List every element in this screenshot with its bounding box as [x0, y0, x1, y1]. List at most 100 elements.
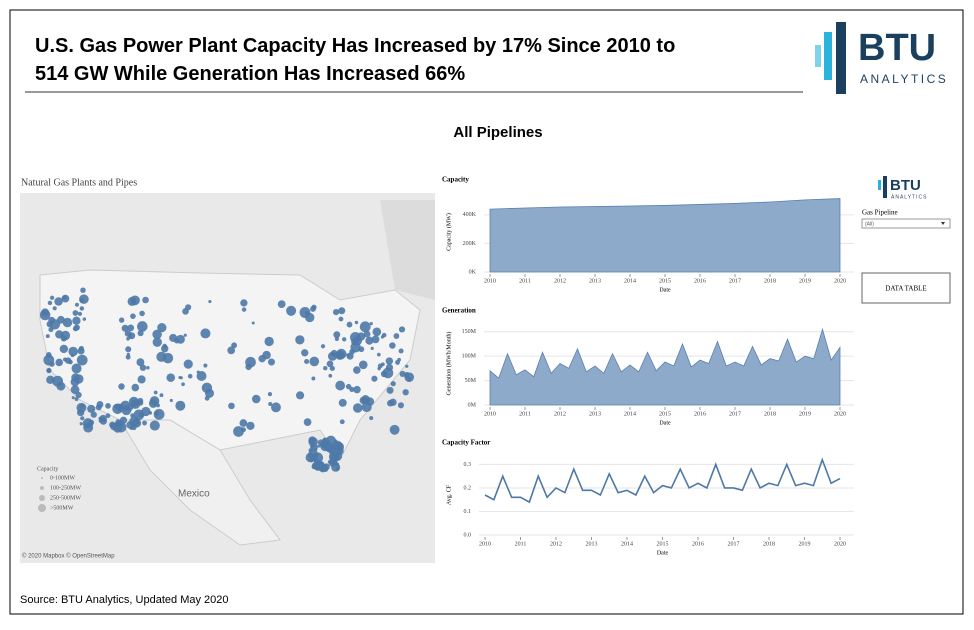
- plant-dot: [338, 398, 347, 407]
- area: [489, 327, 841, 406]
- y-axis-label: Generation (MWh/Month): [445, 332, 452, 396]
- x-tick-label: 2015: [657, 541, 669, 547]
- plant-dot: [320, 440, 331, 452]
- plant-dot: [52, 306, 57, 311]
- x-tick-label: 2010: [479, 541, 491, 547]
- plant-dot: [268, 401, 273, 407]
- plant-dot: [142, 296, 149, 304]
- plant-dot: [105, 413, 111, 419]
- plant-dot: [128, 332, 136, 340]
- logo-text: BTU: [858, 27, 936, 69]
- plant-dot: [125, 346, 132, 353]
- x-tick-label: 2015: [659, 278, 671, 284]
- plant-dot: [349, 348, 355, 355]
- plant-dot: [309, 356, 320, 367]
- plant-dot: [98, 418, 103, 423]
- plant-dot: [332, 308, 340, 316]
- x-tick-label: 2020: [834, 541, 846, 547]
- plant-dot: [351, 338, 359, 346]
- headline-text: 514 GW While Generation Has Increased 66…: [35, 63, 465, 85]
- plant-dot: [352, 403, 363, 413]
- plant-dot: [376, 352, 381, 357]
- plant-dot: [137, 400, 144, 406]
- plant-dot: [47, 300, 53, 306]
- plant-dot: [358, 360, 368, 370]
- plant-dot: [71, 396, 75, 400]
- plant-dot: [303, 418, 312, 426]
- plant-dot: [118, 383, 125, 390]
- plant-dot: [371, 375, 378, 382]
- plant-dot: [77, 311, 83, 316]
- plant-dot: [208, 299, 212, 304]
- plant-dot: [305, 312, 315, 323]
- plant-dot: [267, 391, 273, 397]
- x-tick-label: 2018: [763, 541, 775, 547]
- plant-dot: [311, 376, 316, 381]
- plant-dot: [62, 295, 67, 300]
- plant-dot: [342, 337, 347, 342]
- x-tick-label: 2016: [694, 278, 706, 284]
- plant-dot: [105, 403, 111, 409]
- plant-dot: [385, 357, 394, 365]
- plant-dot: [328, 373, 333, 378]
- sidebar-logo: BTU ANALYTICS: [878, 176, 927, 200]
- plant-dot: [399, 370, 406, 378]
- area: [489, 198, 841, 273]
- plant-dot: [126, 352, 130, 357]
- data-table-button[interactable]: [861, 272, 951, 304]
- plant-dot: [71, 363, 82, 374]
- plant-dot: [153, 408, 165, 420]
- plant-dot: [262, 350, 271, 360]
- y-tick-label: 0.1: [464, 509, 472, 515]
- plant-dot: [57, 315, 65, 324]
- x-tick-label: 2013: [589, 278, 601, 284]
- plant-dot: [393, 333, 400, 339]
- plant-dot: [331, 461, 336, 466]
- plant-dot: [39, 309, 51, 321]
- plant-dot: [204, 395, 210, 401]
- plant-dot: [246, 421, 255, 431]
- plant-dot: [54, 297, 63, 306]
- map: [20, 193, 435, 563]
- plant-dot: [79, 306, 85, 311]
- x-tick-label: 2012: [550, 541, 562, 547]
- plant-dot: [87, 404, 96, 413]
- y-axis-label: Capacity (MW): [445, 213, 452, 251]
- plant-dot: [196, 371, 207, 381]
- filter-dropdown[interactable]: [861, 218, 951, 229]
- plant-dot: [88, 419, 95, 426]
- plant-dot: [323, 466, 329, 472]
- plant-dot: [233, 426, 244, 437]
- plant-dot: [157, 323, 167, 333]
- plant-dot: [308, 448, 313, 453]
- plant-dot: [267, 358, 276, 366]
- plant-dot: [114, 420, 123, 429]
- x-tick-label: 2010: [484, 411, 496, 417]
- plant-dot: [49, 295, 55, 300]
- plant-dot: [346, 353, 350, 357]
- x-tick-label: 2011: [515, 541, 527, 547]
- attribution: © 2020 Mapbox © OpenStreetMap: [22, 553, 115, 560]
- plant-dot: [390, 381, 396, 387]
- y-tick-label: 0.2: [464, 485, 472, 491]
- plant-dot: [127, 296, 137, 306]
- plant-dot: [397, 357, 401, 362]
- x-tick-label: 2014: [624, 411, 636, 417]
- plant-dot: [323, 366, 328, 371]
- legend-title: Capacity: [37, 466, 58, 472]
- legend-label: 0-100MW: [50, 475, 75, 481]
- plant-dot: [139, 364, 147, 371]
- headline: U.S. Gas Power Plant Capacity Has Increa…: [35, 35, 675, 85]
- y-axis-label: Avg. CF: [446, 484, 452, 505]
- plant-dot: [338, 307, 346, 315]
- button-label[interactable]: DATA TABLE: [885, 285, 926, 293]
- plant-dot: [62, 317, 73, 328]
- plant-dot: [310, 306, 316, 312]
- filter-value[interactable]: (All): [865, 221, 874, 227]
- sidebar-logo-sub: ANALYTICS: [891, 194, 927, 200]
- x-tick-label: 2019: [799, 278, 811, 284]
- line: [484, 457, 841, 504]
- plant-dot: [70, 385, 80, 395]
- plant-dot: [169, 333, 178, 342]
